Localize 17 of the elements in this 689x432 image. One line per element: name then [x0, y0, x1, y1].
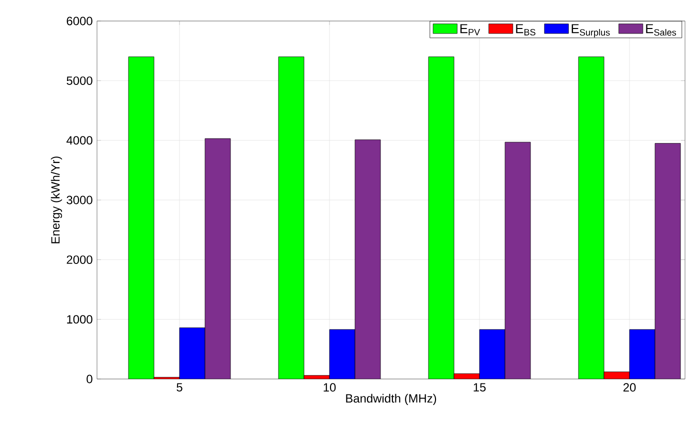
y-tick-label: 3000: [66, 196, 92, 204]
y-tick-label: 1000: [67, 315, 92, 324]
x-tick-label: 15: [474, 383, 486, 392]
x-axis-title: Bandwidth (MHz): [346, 394, 436, 405]
y-tick-label: 6000: [66, 16, 92, 26]
y-axis-title: Energy (kWh/Yr): [50, 156, 62, 244]
y-tick-label: 5000: [66, 76, 92, 85]
x-tick-label: 10: [324, 383, 336, 392]
legend-label: E$_{Surplus}$: [572, 24, 610, 38]
x-tick-label: 5: [176, 383, 182, 392]
y-tick-label: 2000: [66, 255, 92, 264]
y-tick-label: 0: [86, 374, 92, 384]
legend-label: E$_{Sales}$: [646, 24, 676, 36]
y-tick-label: 4000: [66, 136, 92, 145]
legend-label: E$_{BS}$: [516, 24, 536, 36]
legend-label: E$_{PV}$: [460, 24, 480, 36]
x-tick-label: 20: [623, 383, 636, 392]
